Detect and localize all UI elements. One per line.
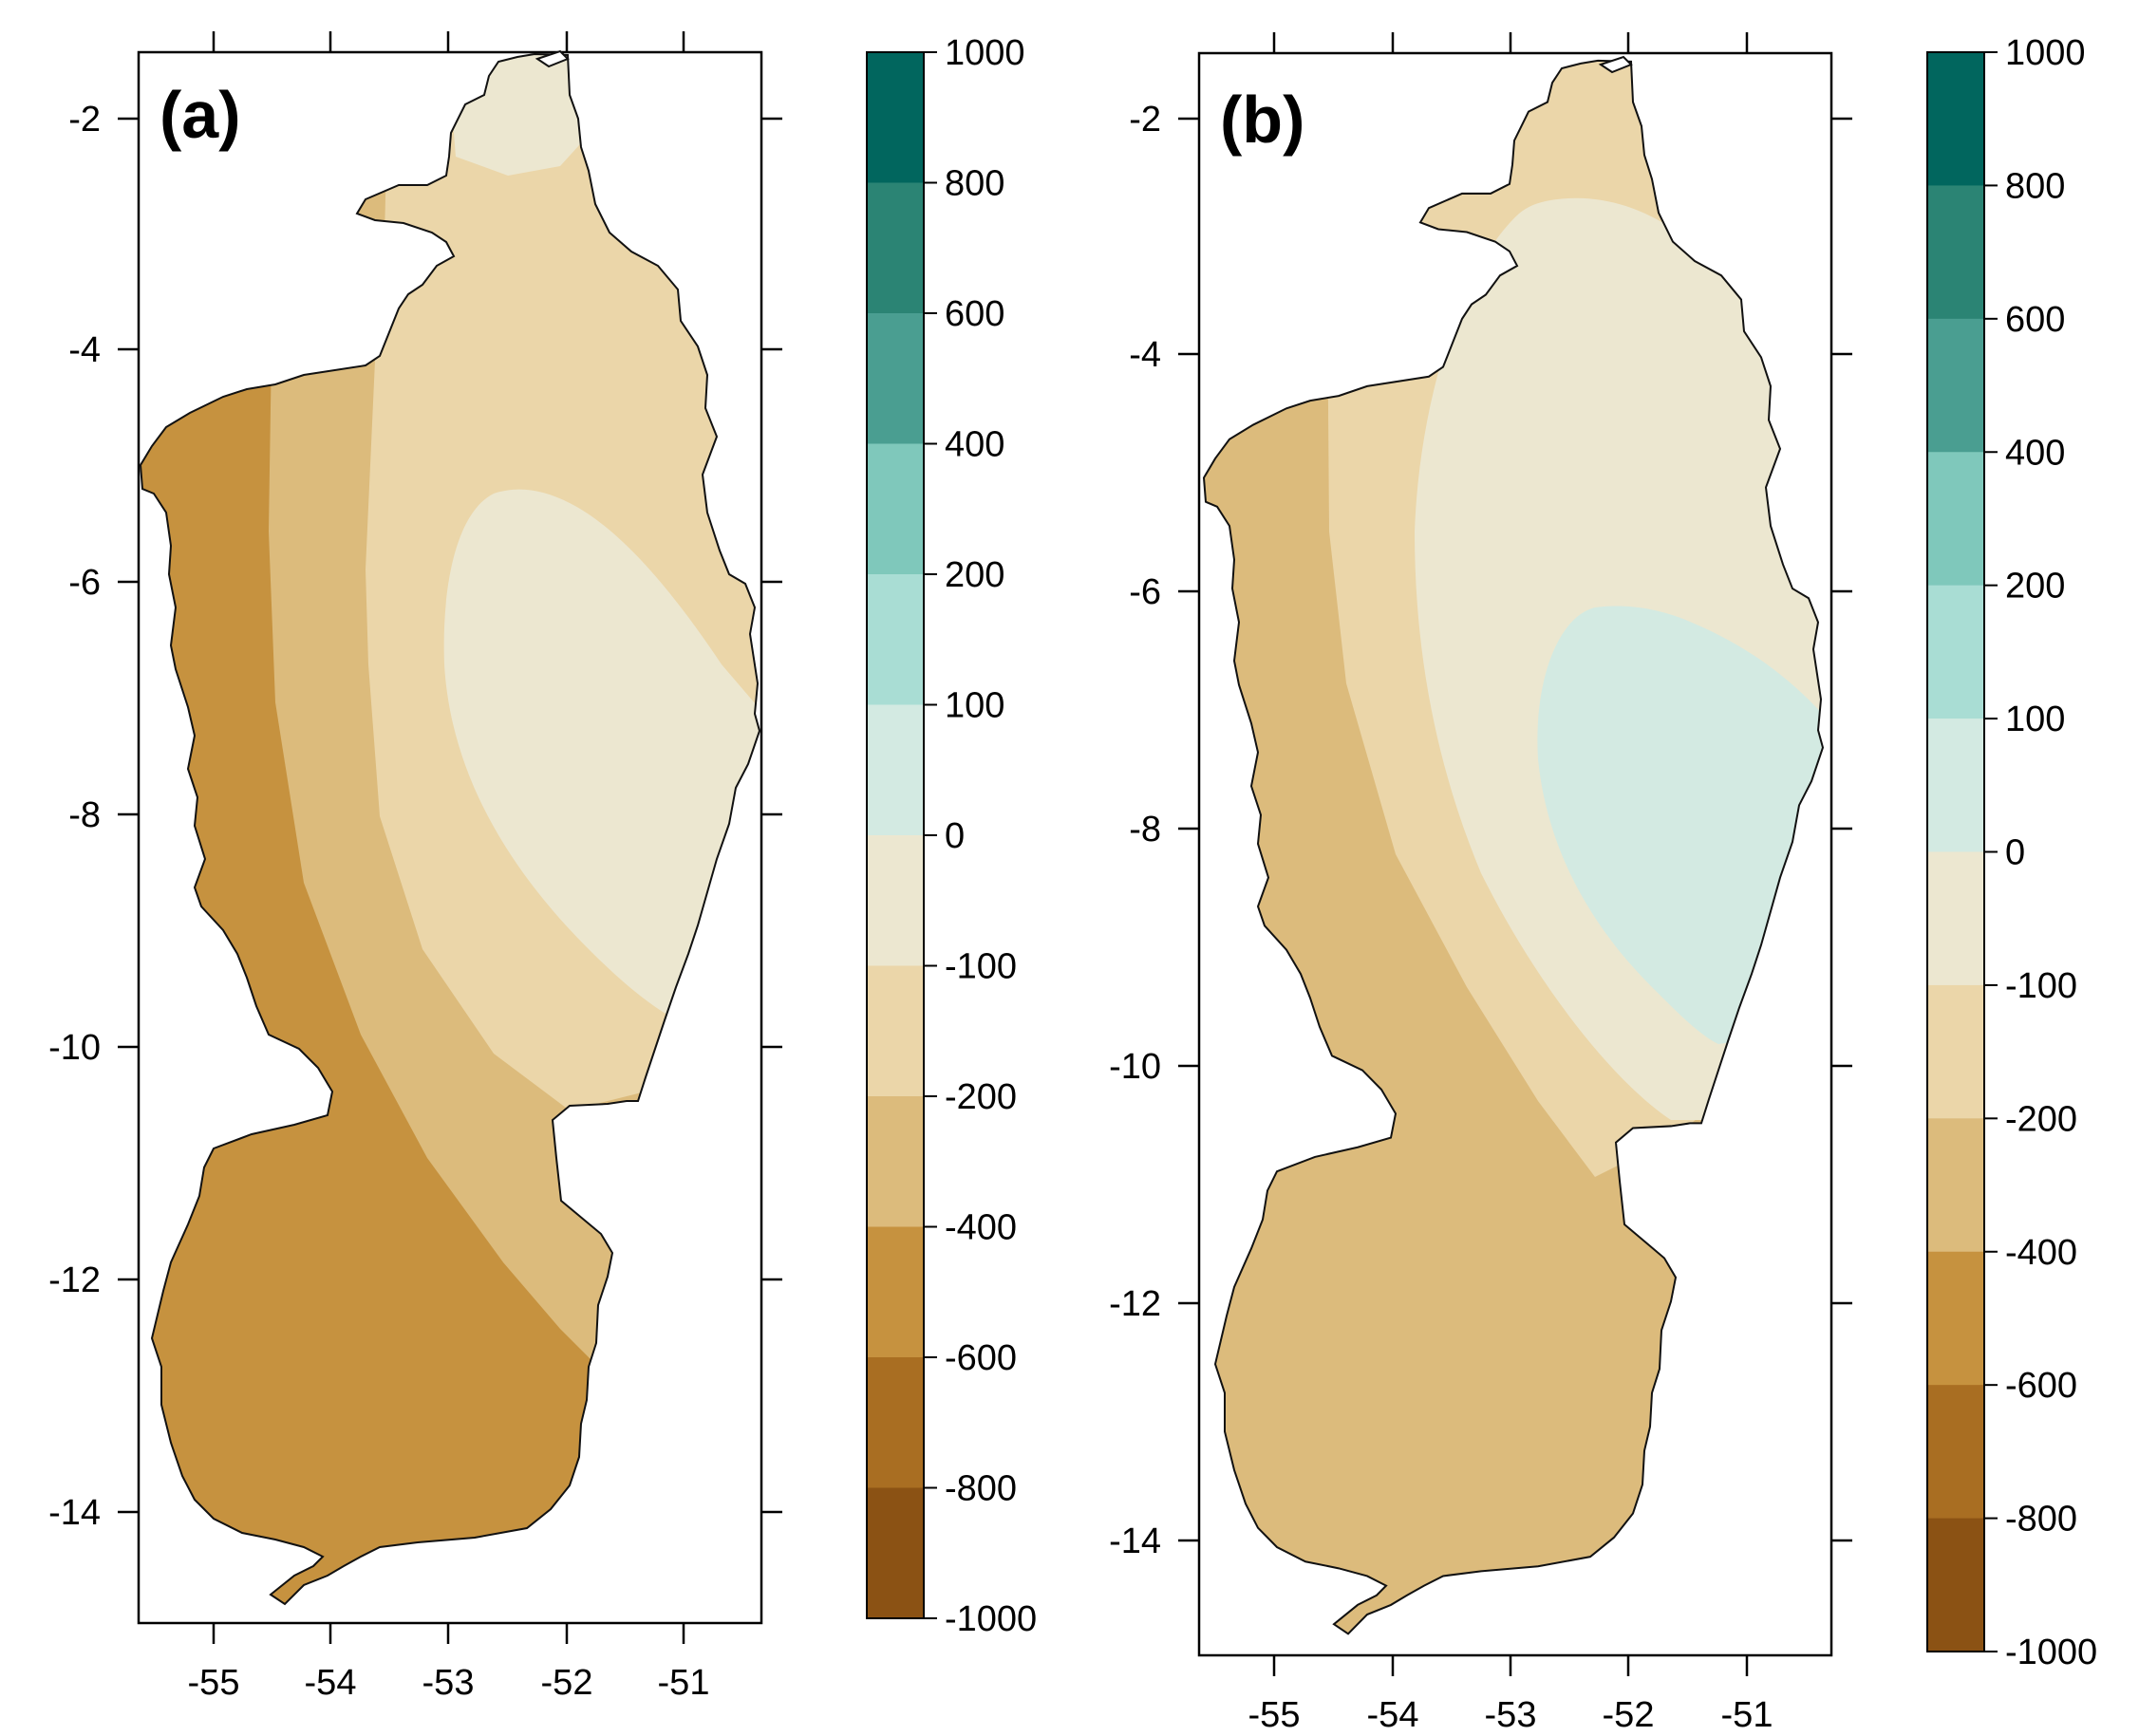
colorbar-tick-label-a-2: 600 [945,294,1004,334]
colorbar-swatch-b-10 [1927,1385,1984,1520]
x-tick-labels-b: -55 -54 -53 -52 -51 [1248,1695,1773,1735]
colorbar-tick-label-a-11: -800 [945,1469,1017,1509]
y-tick-label-b-5: -12 [1109,1284,1161,1324]
x-tick-label-b-4: -51 [1721,1695,1773,1735]
y-tick-label-a-4: -10 [48,1028,101,1068]
y-tick-label-b-0: -2 [1129,100,1161,140]
colorbar-tick-label-a-12: -1000 [945,1599,1037,1639]
colorbar-swatch-b-9 [1927,1251,1984,1386]
colorbar-swatch-b-2 [1927,318,1984,453]
colorbar-swatch-a-7 [867,965,924,1097]
colorbar-tick-label-b-7: -100 [2005,966,2077,1006]
colorbar-swatch-a-5 [867,704,924,836]
y-tick-labels-a: -2 -4 -6 -8 -10 -12 -14 [48,100,101,1533]
x-tick-label-b-1: -54 [1367,1695,1419,1735]
colorbar-swatch-a-0 [867,52,924,183]
colorbar-tick-label-b-5: 100 [2005,700,2065,739]
colorbar-swatch-b-8 [1927,1118,1984,1253]
x-tick-label-b-2: -53 [1485,1695,1537,1735]
y-tick-label-a-0: -2 [68,100,101,140]
colorbar-tick-label-b-6: 0 [2005,833,2025,873]
colorbar-tick-label-a-9: -400 [945,1208,1017,1248]
panel-label-a: (a) [159,78,241,152]
colorbar-tick-label-b-0: 1000 [2005,33,2086,73]
colorbar-tick-label-a-6: 0 [945,816,965,856]
colorbar-tick-label-b-10: -600 [2005,1366,2077,1406]
y-tick-label-a-1: -4 [68,330,101,370]
colorbar-swatch-b-5 [1927,719,1984,852]
axis-ticks-a [118,31,782,1644]
y-tick-label-b-3: -8 [1129,810,1161,849]
colorbar-tick-label-b-1: 800 [2005,166,2065,206]
y-tick-label-a-5: -12 [48,1260,101,1300]
y-tick-label-b-1: -4 [1129,335,1161,375]
colorbar-swatch-b-4 [1927,585,1984,719]
y-tick-label-b-6: -14 [1109,1521,1161,1561]
colorbar-tick-label-b-2: 600 [2005,300,2065,340]
panel-a: (a) -55 -54 -53 -52 -51 -2 -4 -6 -8 -10 -12 -14 10… [48,31,1037,1703]
colorbar-swatch-a-1 [867,182,924,314]
x-tick-label-a-0: -55 [188,1663,240,1703]
y-tick-label-a-3: -8 [68,795,101,835]
colorbar-tick-label-b-3: 400 [2005,433,2065,473]
colorbar-tick-label-a-4: 200 [945,555,1004,595]
x-tick-label-a-1: -54 [305,1663,357,1703]
colorbar-tick-label-a-5: 100 [945,686,1004,726]
x-tick-label-a-3: -52 [541,1663,593,1703]
colorbar-swatch-b-3 [1927,452,1984,587]
island-b [1598,55,1633,74]
y-tick-label-b-2: -6 [1129,572,1161,612]
colorbar-swatch-a-4 [867,574,924,705]
colorbar-a: 10008006004002001000-100-200-400-600-800… [866,33,1037,1639]
zone-a-neg400-600 [141,54,760,1604]
colorbar-swatch-a-3 [867,443,924,575]
axis-ticks-b [1178,32,1852,1676]
colorbar-tick-label-b-12: -1000 [2005,1633,2097,1672]
colorbar-swatch-b-6 [1927,851,1984,986]
colorbar-tick-label-b-8: -200 [2005,1099,2077,1139]
colorbar-tick-label-b-9: -400 [2005,1233,2077,1273]
colorbar-swatch-b-0 [1927,52,1984,186]
zone-a-neg0-100-center [443,489,760,1039]
colorbar-tick-label-b-11: -800 [2005,1500,2077,1540]
colorbar-tick-label-a-7: -100 [945,947,1017,987]
x-tick-label-a-2: -53 [422,1663,475,1703]
colorbar-swatch-b-7 [1927,984,1984,1119]
colorbar-swatch-b-11 [1927,1518,1984,1652]
colorbar-tick-label-a-10: -600 [945,1338,1017,1378]
colorbar-tick-label-a-8: -200 [945,1077,1017,1117]
colorbar-swatch-a-9 [867,1226,924,1358]
colorbar-b: 10008006004002001000-100-200-400-600-800… [1926,33,2097,1672]
panel-label-b: (b) [1220,83,1304,157]
colorbar-swatch-a-11 [867,1487,924,1619]
x-tick-labels-a: -55 -54 -53 -52 -51 [188,1663,710,1703]
colorbar-swatch-a-8 [867,1096,924,1227]
colorbar-tick-label-b-4: 200 [2005,567,2065,607]
colorbar-tick-label-a-1: 800 [945,164,1004,204]
colorbar-swatch-a-6 [867,835,924,966]
colorbar-tick-label-a-0: 1000 [945,33,1025,73]
colorbar-swatch-a-10 [867,1357,924,1488]
y-tick-label-a-6: -14 [48,1493,101,1533]
y-tick-label-a-2: -6 [68,563,101,603]
x-tick-label-a-4: -51 [658,1663,710,1703]
x-tick-label-b-0: -55 [1248,1695,1301,1735]
x-tick-label-b-3: -52 [1603,1695,1655,1735]
y-tick-labels-b: -2 -4 -6 -8 -10 -12 -14 [1109,100,1161,1561]
panel-b: (b) -55 -54 -53 -52 -51 -2 -4 -6 -8 -10 -12 -14 10… [1109,32,2097,1735]
island-a [535,49,570,68]
colorbar-swatch-a-2 [867,313,924,444]
y-tick-label-b-4: -10 [1109,1047,1161,1087]
colorbar-tick-label-a-3: 400 [945,425,1004,465]
colorbar-swatch-b-1 [1927,185,1984,320]
